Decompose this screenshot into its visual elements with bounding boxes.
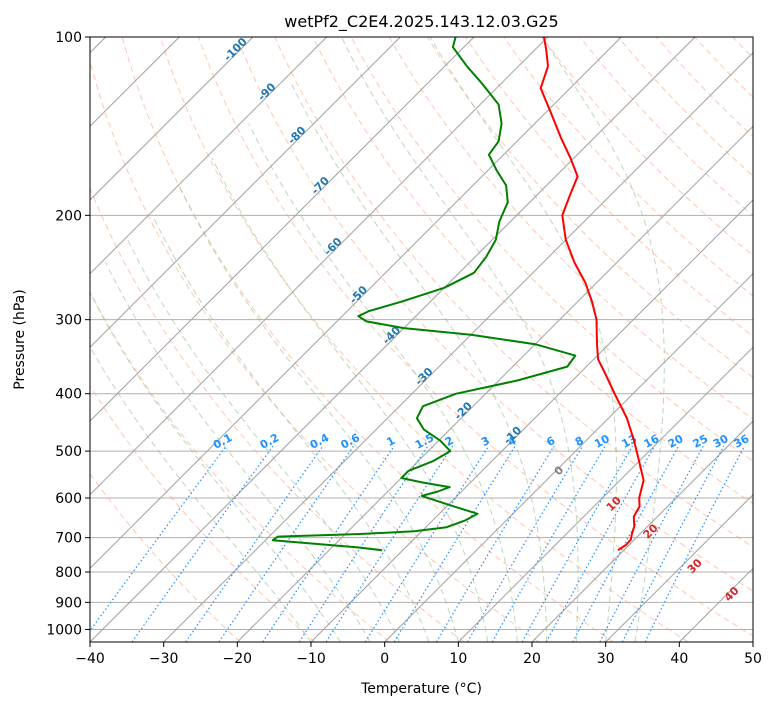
- x-tick-label: 50: [744, 651, 762, 667]
- chart-title: wetPf2_C2E4.2025.143.12.03.G25: [284, 12, 558, 32]
- y-tick-label: 600: [55, 491, 82, 507]
- x-tick-label: 40: [670, 651, 688, 667]
- y-tick-label: 800: [55, 565, 82, 581]
- x-tick-label: 20: [523, 651, 541, 667]
- x-tick-label: −10: [296, 651, 326, 667]
- y-tick-label: 500: [55, 444, 82, 460]
- y-tick-label: 700: [55, 531, 82, 547]
- x-tick-label: −20: [223, 651, 253, 667]
- x-axis-label: Temperature (°C): [360, 681, 482, 697]
- x-tick-label: −40: [75, 651, 105, 667]
- y-tick-label: 300: [55, 313, 82, 329]
- y-tick-label: 900: [55, 595, 82, 611]
- x-tick-label: −30: [149, 651, 179, 667]
- y-tick-label: 200: [55, 208, 82, 224]
- x-tick-label: 30: [597, 651, 615, 667]
- y-axis-label: Pressure (hPa): [12, 289, 28, 389]
- x-tick-label: 0: [380, 651, 389, 667]
- y-tick-label: 1000: [46, 622, 82, 638]
- x-tick-label: 10: [449, 651, 467, 667]
- y-tick-label: 400: [55, 387, 82, 403]
- y-tick-label: 100: [55, 30, 82, 46]
